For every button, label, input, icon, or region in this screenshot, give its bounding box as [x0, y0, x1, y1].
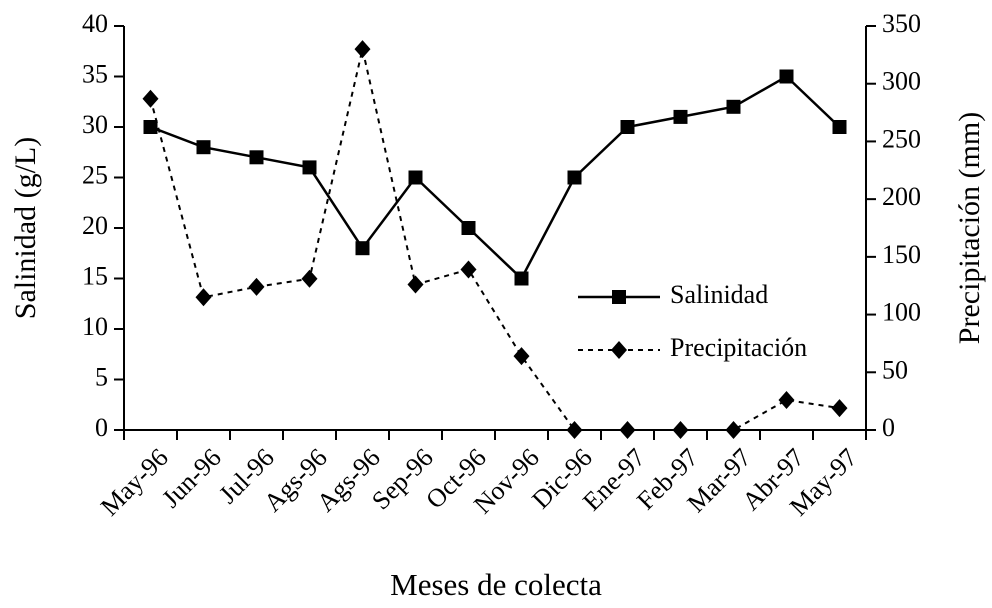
marker	[725, 421, 742, 439]
y2-tick-label: 300	[882, 67, 921, 96]
y-tick-label: 35	[82, 59, 108, 88]
y-tick-label: 10	[82, 312, 108, 341]
y-axis-label: Salinidad (g/L)	[9, 137, 42, 319]
marker	[142, 89, 159, 108]
marker	[672, 421, 689, 439]
y-tick-label: 30	[82, 110, 108, 139]
y2-tick-label: 50	[882, 355, 908, 384]
marker	[407, 275, 424, 294]
marker	[778, 390, 795, 409]
y-tick-label: 0	[95, 413, 108, 442]
x-axis-label: Meses de colecta	[390, 567, 602, 602]
y2-tick-label: 350	[882, 9, 921, 38]
x-tick-label: Jun-96	[156, 443, 227, 514]
marker	[143, 120, 158, 134]
marker	[566, 421, 583, 439]
marker	[831, 399, 848, 418]
y2-tick-label: 200	[882, 182, 921, 211]
marker	[567, 170, 582, 185]
marker	[355, 241, 370, 256]
marker	[513, 347, 530, 366]
marker	[620, 120, 635, 134]
marker	[832, 120, 847, 134]
y-tick-label: 5	[95, 362, 108, 391]
legend-marker	[612, 290, 626, 304]
series-line	[150, 74, 841, 281]
marker	[779, 69, 794, 84]
marker	[248, 277, 265, 296]
marker	[354, 40, 371, 59]
legend-label: Salinidad	[670, 280, 768, 309]
y-tick-label: 40	[82, 9, 108, 38]
y2-tick-label: 100	[882, 298, 921, 327]
marker	[461, 221, 476, 235]
marker	[726, 99, 741, 114]
marker	[301, 269, 318, 288]
x-tick-label: Sep-96	[366, 443, 439, 516]
marker	[408, 170, 423, 185]
marker	[460, 260, 477, 279]
y-tick-label: 15	[82, 261, 108, 290]
legend-marker	[611, 341, 627, 359]
y2-tick-label: 0	[882, 413, 895, 442]
y2-tick-label: 250	[882, 124, 921, 153]
marker	[249, 150, 264, 165]
y2-tick-label: 150	[882, 240, 921, 269]
legend-label: Precipitación	[670, 333, 807, 362]
marker	[302, 160, 317, 175]
marker	[619, 421, 636, 439]
y-tick-label: 25	[82, 160, 108, 189]
y-tick-label: 20	[82, 211, 108, 240]
x-tick-label: May-96	[95, 443, 174, 522]
marker	[195, 288, 212, 307]
marker	[196, 140, 211, 155]
marker	[514, 271, 529, 286]
y2-axis-label: Precipitación (mm)	[953, 112, 986, 344]
marker	[673, 109, 688, 124]
